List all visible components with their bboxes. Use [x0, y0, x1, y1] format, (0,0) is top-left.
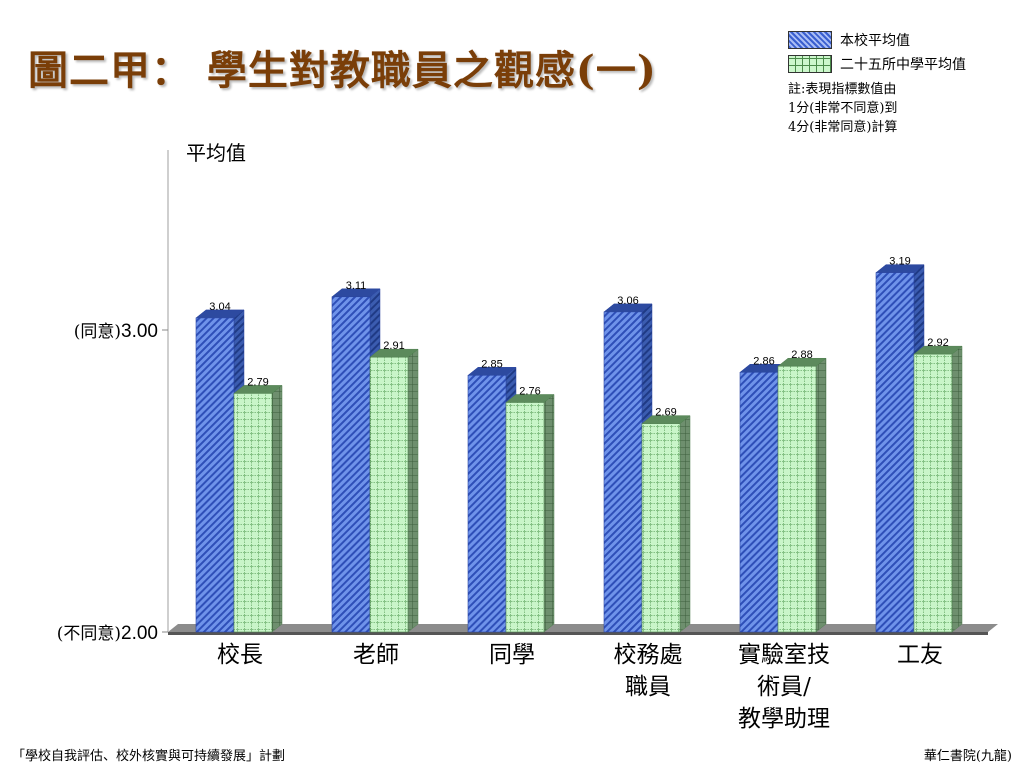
bar-front-face: [233, 393, 273, 633]
bar-front-face: [369, 356, 409, 633]
legend-swatch-school: [788, 31, 832, 49]
bar-25-schools: [233, 384, 283, 633]
x-category-label: 教學助理: [738, 706, 830, 732]
legend: 本校平均值 二十五所中學平均值 註:表現指標數值由 1分(非常不同意)到 4分(…: [788, 28, 966, 137]
data-label-school: 3.06: [617, 295, 638, 307]
bar-front-face: [777, 365, 817, 633]
x-category-label: 老師: [353, 642, 399, 668]
data-label-25-schools: 2.79: [247, 376, 268, 388]
note-line: 註:表現指標數值由: [788, 82, 897, 97]
data-label-school: 3.11: [346, 280, 367, 292]
chart-floor-edge: [168, 632, 988, 635]
bar-front-face: [875, 272, 915, 633]
chart-title: 圖二甲： 學生對教職員之觀感(一): [28, 47, 657, 94]
y-tick-prefix: (同意): [74, 322, 121, 342]
legend-item-school: 本校平均值: [788, 28, 966, 52]
x-category-label: 職員: [625, 674, 671, 700]
bar-side-face: [679, 415, 691, 633]
legend-item-25-schools: 二十五所中學平均值: [788, 52, 966, 76]
bar-front-face: [505, 402, 545, 633]
x-category-label: 校務處: [614, 642, 683, 668]
bar-front-face: [331, 296, 371, 633]
footer-program: 「學校自我評估、校外核實與可持續發展」計劃: [12, 749, 286, 764]
bar-side-face: [815, 357, 827, 633]
data-label-25-schools: 2.69: [655, 407, 676, 419]
bar-side-face: [407, 348, 419, 633]
bar-25-schools: [505, 393, 555, 633]
bar-front-face: [913, 353, 953, 633]
y-axis-title: 平均值: [186, 141, 246, 165]
bar-25-schools: [641, 415, 691, 633]
data-label-school: 2.85: [481, 358, 502, 370]
bar-25-schools: [777, 357, 827, 633]
bar-front-face: [603, 311, 643, 633]
x-category-label: 同學: [489, 642, 535, 668]
x-category-label: 工友: [897, 642, 943, 668]
y-tick-value: 2.00: [121, 623, 158, 644]
y-tick-prefix: (不同意): [57, 624, 121, 644]
x-category-label: 術員/: [757, 674, 811, 700]
x-category-label: 校長: [217, 642, 263, 668]
data-label-school: 3.04: [209, 301, 230, 313]
bar-side-face: [951, 345, 963, 633]
legend-label-school: 本校平均值: [840, 33, 910, 49]
bar-front-face: [467, 374, 507, 633]
legend-label-25-schools: 二十五所中學平均值: [840, 57, 966, 73]
chart-floor: [168, 624, 998, 632]
x-category-label: 實驗室技: [738, 642, 830, 668]
y-tick-value: 3.00: [121, 321, 158, 342]
data-label-school: 3.19: [889, 256, 910, 268]
bar-front-face: [739, 371, 779, 633]
data-label-school: 2.86: [753, 355, 774, 367]
y-tick-label: (不同意)2.00: [57, 623, 158, 644]
legend-note: 註:表現指標數值由 1分(非常不同意)到 4分(非常同意)計算: [788, 80, 966, 137]
footer-school: 華仁書院(九龍): [923, 749, 1012, 764]
bar-25-schools: [913, 345, 963, 633]
data-label-25-schools: 2.92: [927, 337, 948, 349]
bar-25-schools: [369, 348, 419, 633]
data-label-25-schools: 2.91: [383, 340, 404, 352]
y-tick-label: (同意)3.00: [74, 321, 158, 342]
bar-side-face: [271, 384, 283, 633]
data-label-25-schools: 2.76: [519, 385, 540, 397]
bar-front-face: [195, 317, 235, 633]
data-label-25-schools: 2.88: [791, 349, 812, 361]
note-line: 1分(非常不同意)到: [788, 101, 898, 116]
bar-front-face: [641, 423, 681, 633]
bar-side-face: [543, 393, 555, 633]
note-line: 4分(非常同意)計算: [788, 120, 898, 135]
legend-swatch-25-schools: [788, 55, 832, 73]
